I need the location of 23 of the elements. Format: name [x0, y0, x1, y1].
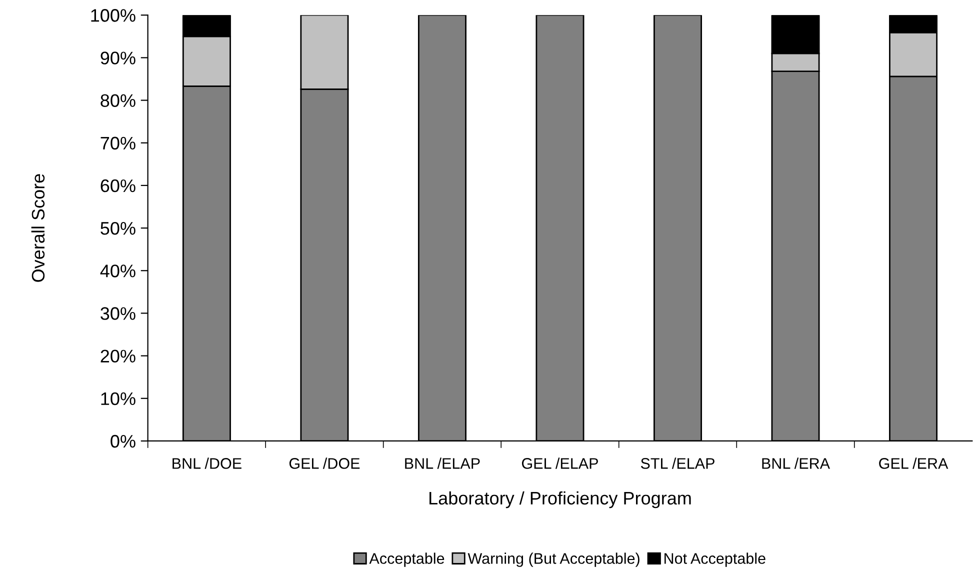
x-tick-label: STL /ELAP — [640, 458, 714, 469]
y-tick-label: 90% — [100, 52, 136, 64]
y-tick-label: 20% — [100, 350, 136, 363]
y-tick-label: 10% — [101, 392, 136, 406]
y-tick-label: 50% — [100, 222, 136, 235]
x-tick-label: GEL /ERA — [879, 458, 948, 469]
legend-label: Not Acceptable — [664, 552, 766, 567]
legend-label: Acceptable — [369, 552, 444, 567]
x-tick-label: BNL /ERA — [762, 458, 830, 469]
y-tick-label: 0% — [110, 434, 136, 448]
y-axis-title: Overall Score — [31, 174, 45, 282]
x-tick-label: GEL /DOE — [289, 458, 360, 469]
y-tick-label: 40% — [100, 264, 136, 278]
y-tick-label: 80% — [100, 94, 136, 107]
x-tick-label: BNL /ELAP — [405, 458, 480, 469]
y-tick-label: 30% — [100, 307, 136, 320]
y-tick-label: 100% — [91, 9, 136, 22]
legend-label: Warning (But Acceptable) — [468, 552, 640, 567]
x-axis-title: Laboratory / Proficiency Program — [430, 491, 691, 508]
x-tick-label: GEL /ELAP — [522, 458, 598, 469]
y-tick-label: 70% — [100, 136, 136, 150]
y-tick-label: 60% — [100, 179, 136, 192]
x-tick-label: BNL /DOE — [172, 458, 242, 469]
